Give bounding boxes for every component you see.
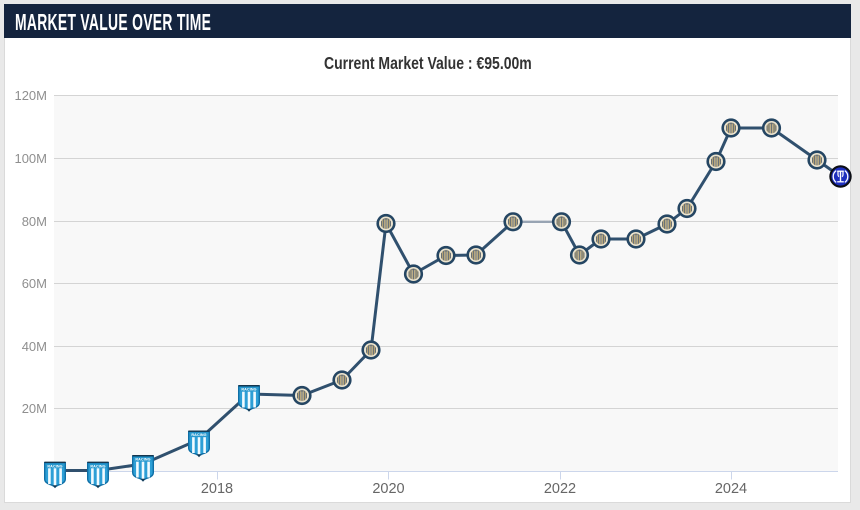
svg-text:2022: 2022 <box>544 481 576 497</box>
svg-text:100M: 100M <box>14 151 47 166</box>
svg-text:2020: 2020 <box>372 481 404 497</box>
svg-text:60M: 60M <box>22 276 47 291</box>
svg-text:20M: 20M <box>22 401 47 416</box>
svg-text:80M: 80M <box>22 214 47 229</box>
svg-text:40M: 40M <box>22 339 47 354</box>
svg-text:120M: 120M <box>14 88 47 103</box>
svg-text:2024: 2024 <box>715 481 747 497</box>
svg-text:2018: 2018 <box>201 481 233 497</box>
